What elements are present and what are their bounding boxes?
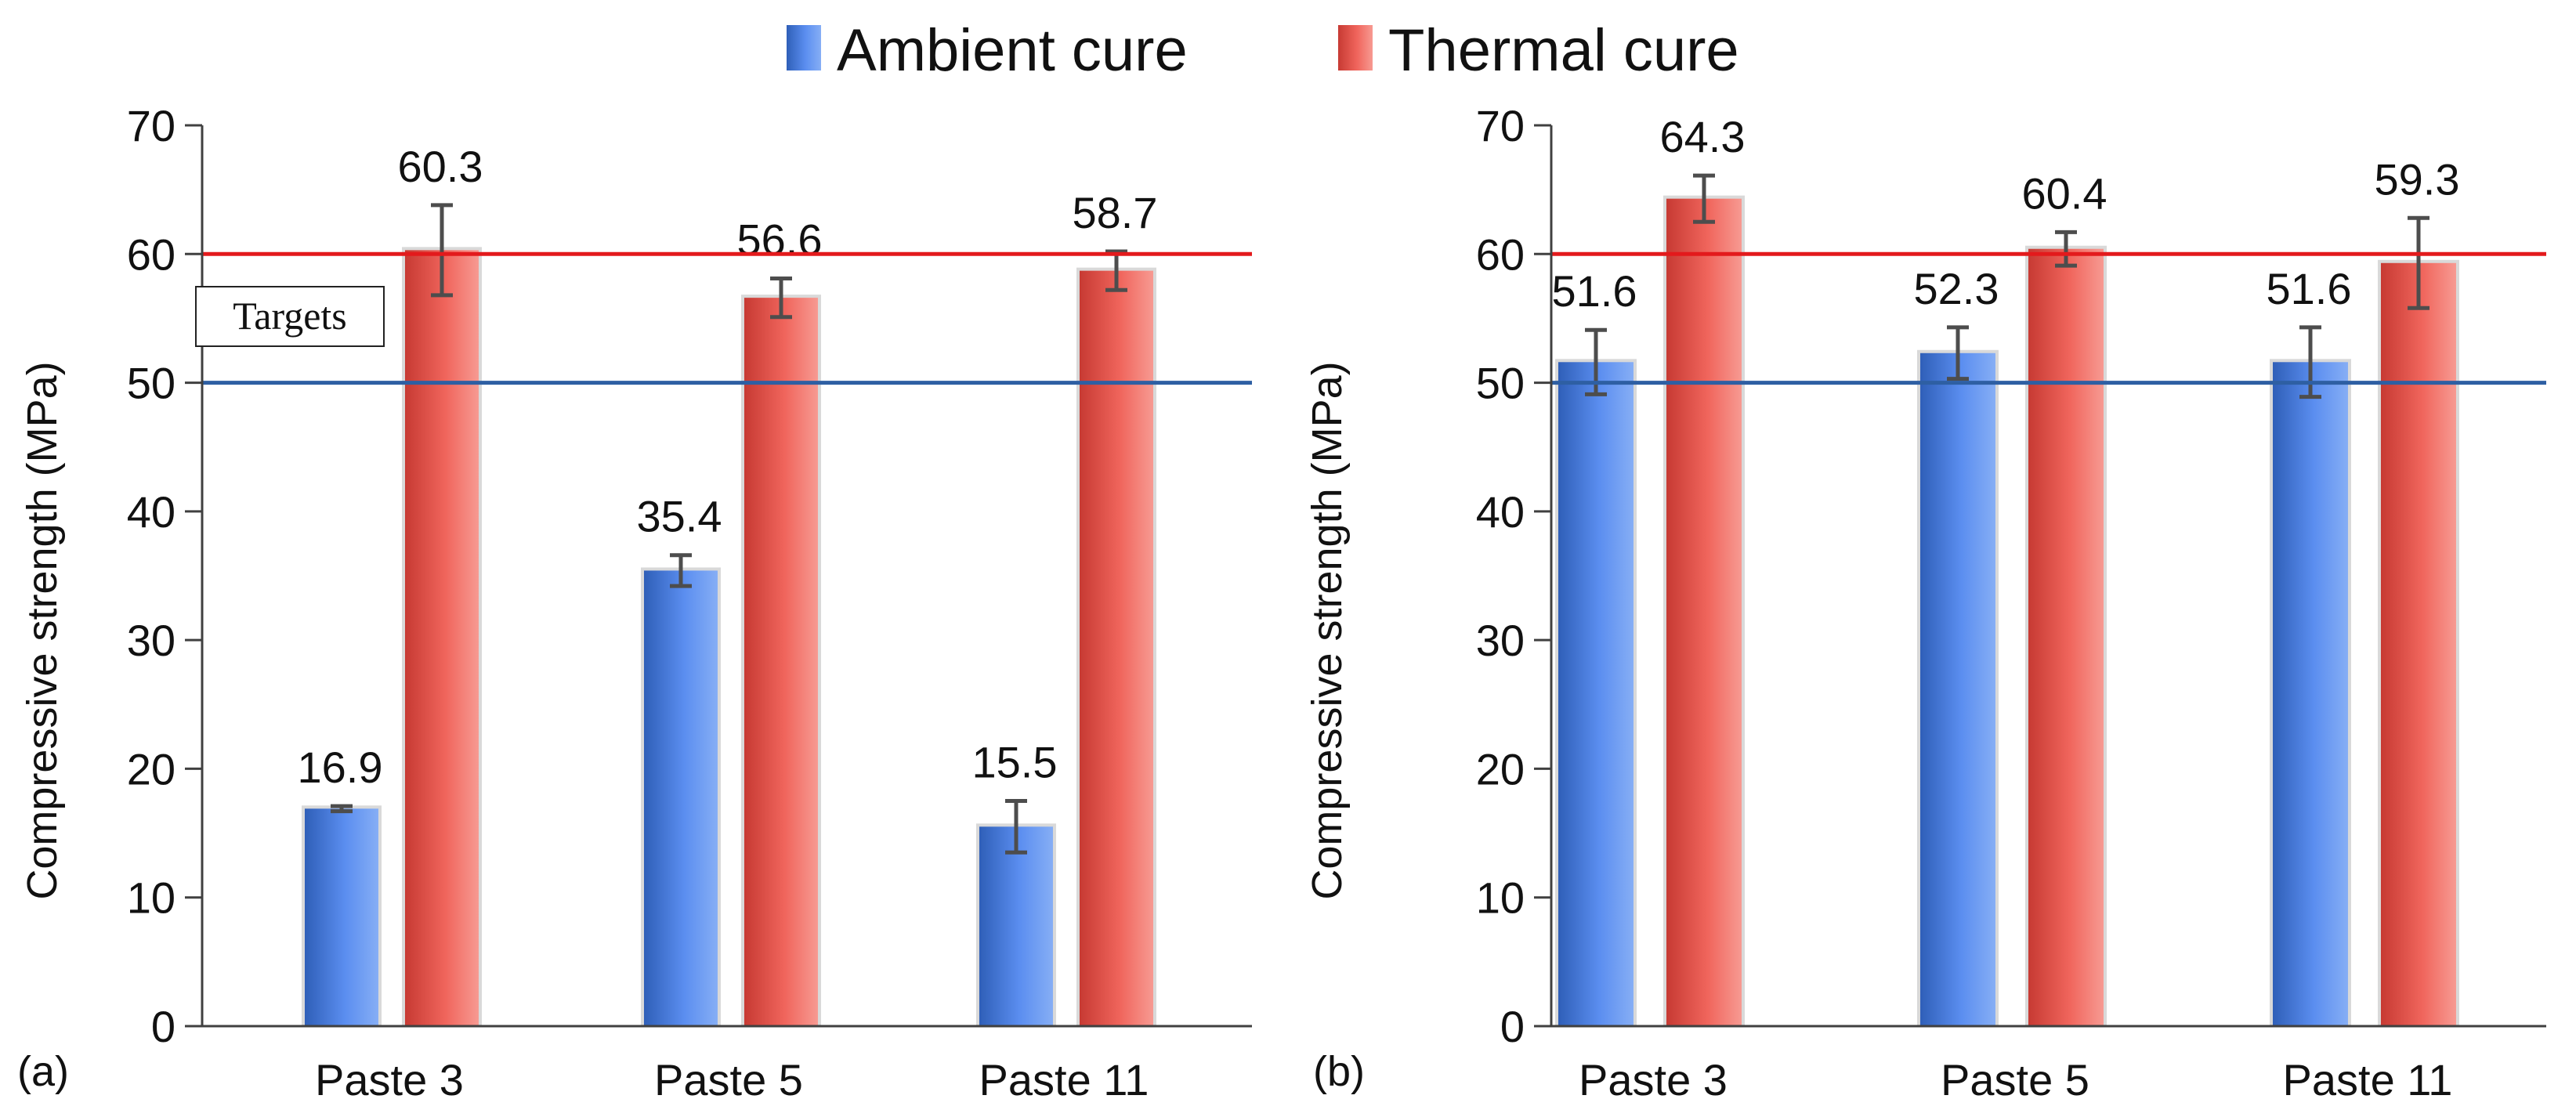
panel-a-y-tick-label: 20 (127, 744, 175, 793)
panel-a-y-tick-label: 30 (127, 616, 175, 665)
legend-label-thermal: Thermal cure (1388, 17, 1739, 84)
panel-a-bar-ambient (979, 826, 1053, 1026)
panel-b-y-tick-label: 10 (1476, 873, 1525, 923)
panel-b-data-label: 52.3 (1914, 264, 1999, 313)
panel-b-bar-thermal (1666, 198, 1742, 1027)
panel-a-bar-thermal (744, 298, 818, 1027)
panel-a-y-tick-label: 40 (127, 487, 175, 537)
panel-b-y-axis-title: Compressive strength (MPa) (1304, 361, 1351, 899)
targets-annotation: Targets (195, 286, 385, 347)
panel-b-category-label: Paste 3 (1579, 1055, 1728, 1104)
targets-annotation-box (195, 286, 385, 347)
targets-annotation-text: Targets (233, 294, 347, 338)
panel-b-y-tick-label: 0 (1500, 1002, 1525, 1051)
panel-a-y-tick-label: 50 (127, 359, 175, 408)
panel-b-y-tick-label: 40 (1476, 487, 1525, 537)
panel-b-bar-ambient (1558, 362, 1634, 1026)
panel-a-y-axis-title: Compressive strength (MPa) (19, 361, 66, 899)
panel-b-plot: 0 10 20 30 40 50 60 70 51.6 64.3 Paste 3 52.3 60.4 Pa… (1476, 101, 2546, 1104)
panel-b-y-tick-label: 20 (1476, 744, 1525, 793)
panel-b-category-label: Paste 11 (2283, 1055, 2453, 1104)
panel-a-category-label: Paste 5 (654, 1055, 803, 1104)
panel-b-y-tick-label: 70 (1476, 101, 1525, 150)
panel-a-y-tick-label: 60 (127, 230, 175, 279)
panel-a-data-label: 15.5 (972, 738, 1058, 787)
panel-b-data-label: 51.6 (2267, 264, 2352, 313)
panel-a-data-label: 56.6 (737, 215, 823, 265)
panel-a-bar-ambient (305, 808, 378, 1026)
panel-a-bar-thermal (405, 250, 479, 1026)
panel-a-category-label: Paste 3 (315, 1055, 464, 1104)
panel-b-data-label: 59.3 (2375, 154, 2460, 204)
legend-swatch-thermal (1338, 25, 1373, 70)
legend-swatch-ambient (787, 25, 821, 70)
panel-b-letter: (b) (1313, 1048, 1365, 1095)
panel-a-y-tick-label: 0 (151, 1002, 175, 1051)
panel-a: 0 10 20 30 40 50 60 70 16.9 60.3 Paste 3 35.4 56.6 Pa… (17, 101, 1252, 1104)
panel-b-bar-thermal (2381, 262, 2456, 1026)
panel-a-y-tick-label: 70 (127, 101, 175, 150)
panel-a-y-tick-label: 10 (127, 873, 175, 923)
panel-b-bar-thermal (2028, 248, 2104, 1026)
panel-a-category-label: Paste 11 (979, 1055, 1149, 1104)
panel-b-bar-ambient (2273, 362, 2348, 1026)
panel-a-data-label: 60.3 (398, 142, 483, 191)
panel-b-bar-ambient (1920, 352, 1995, 1026)
panel-b-data-label: 51.6 (1552, 266, 1637, 316)
panel-a-data-label: 35.4 (637, 492, 722, 541)
legend: Ambient cure Thermal cure (787, 17, 1739, 84)
panel-b-y-tick-label: 60 (1476, 230, 1525, 279)
panel-b-y-tick-label: 30 (1476, 616, 1525, 665)
panel-b-data-label: 64.3 (1660, 112, 1746, 161)
panel-b-category-label: Paste 5 (1941, 1055, 2089, 1104)
panel-a-plot: 0 10 20 30 40 50 60 70 16.9 60.3 Paste 3 35.4 56.6 Pa… (127, 101, 1252, 1104)
panel-b-data-label: 60.4 (2022, 168, 2107, 218)
panel-a-bar-thermal (1080, 270, 1153, 1027)
panel-a-bar-ambient (644, 570, 718, 1026)
panel-a-data-label: 16.9 (298, 743, 383, 792)
panel-a-data-label: 58.7 (1073, 188, 1158, 237)
panel-b: 0 10 20 30 40 50 60 70 51.6 64.3 Paste 3 52.3 60.4 Pa… (1304, 101, 2546, 1104)
legend-label-ambient: Ambient cure (837, 17, 1188, 84)
panel-a-letter: (a) (17, 1048, 69, 1095)
panel-b-y-tick-label: 50 (1476, 359, 1525, 408)
